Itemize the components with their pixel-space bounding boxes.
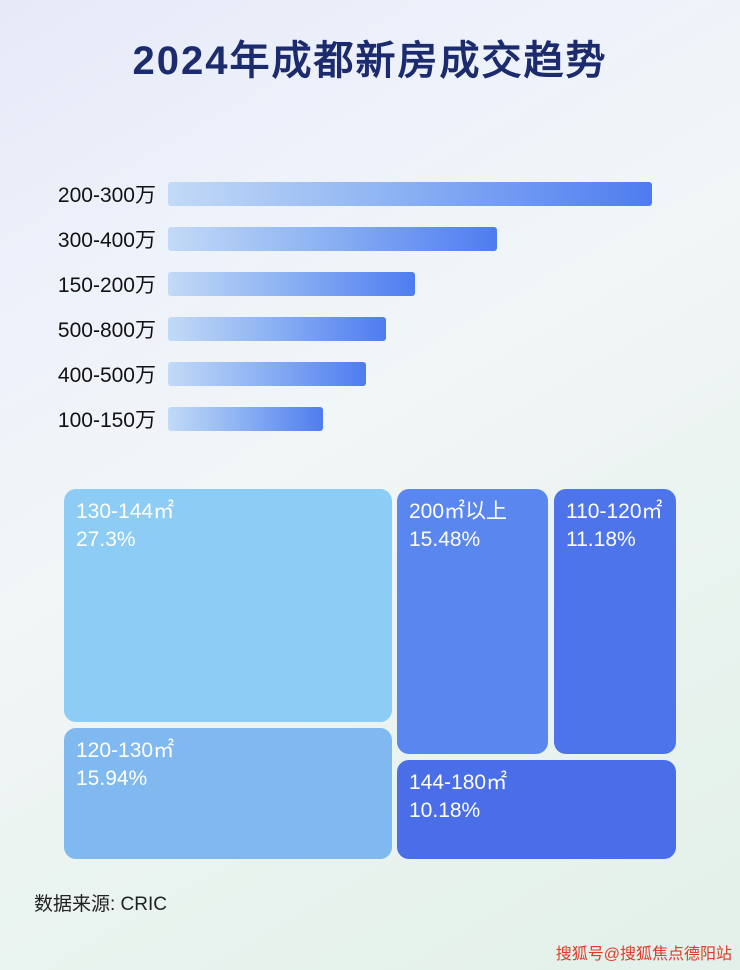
bar-row: 300-400万 — [40, 227, 740, 252]
treemap-block: 120-130㎡ 15.94% — [64, 728, 392, 859]
bar-track — [168, 182, 652, 206]
bar-row: 100-150万 — [40, 407, 740, 432]
bar — [168, 317, 386, 341]
bar — [168, 407, 323, 431]
bar-label: 300-400万 — [57, 229, 156, 252]
bar-label: 500-800万 — [57, 319, 156, 342]
treemap-block-label: 110-120㎡ — [566, 500, 663, 523]
treemap-block-label: 120-130㎡ — [76, 739, 175, 762]
treemap-block-value: 15.94% — [76, 767, 148, 791]
watermark-text: 搜狐号@搜狐焦点德阳站 — [555, 946, 732, 963]
treemap-block-label: 200㎡以上 — [409, 500, 508, 523]
bar — [168, 227, 498, 251]
bar-track — [168, 317, 652, 341]
treemap-block-value: 27.3% — [76, 528, 136, 552]
treemap-block: 200㎡以上 15.48% — [397, 489, 548, 754]
bar-label: 200-300万 — [57, 184, 156, 207]
bar-row: 500-800万 — [40, 317, 740, 342]
treemap-block-label: 144-180㎡ — [409, 771, 508, 794]
bar-label: 150-200万 — [57, 274, 156, 297]
bar-row: 200-300万 — [40, 182, 740, 207]
bar — [168, 272, 415, 296]
bar-track — [168, 362, 652, 386]
data-source-label: 数据来源: CRIC — [34, 894, 168, 915]
treemap-block: 110-120㎡ 11.18% — [554, 489, 676, 754]
bar-track — [168, 227, 652, 251]
treemap-block: 130-144㎡ 27.3% — [64, 489, 392, 722]
bar — [168, 362, 367, 386]
treemap-block: 144-180㎡ 10.18% — [397, 760, 676, 859]
treemap-block-value: 11.18% — [566, 528, 636, 552]
treemap-block-value: 10.18% — [409, 799, 481, 823]
bar-row: 400-500万 — [40, 362, 740, 387]
bar-track — [168, 407, 652, 431]
bar-track — [168, 272, 652, 296]
bar-label: 100-150万 — [57, 409, 156, 432]
page-title: 2024年成都新房成交趋势 — [132, 39, 608, 83]
treemap-block-value: 15.48% — [409, 528, 481, 552]
bar-label: 400-500万 — [57, 364, 156, 387]
treemap-block-label: 130-144㎡ — [76, 500, 175, 523]
price-range-bar-chart: 200-300万 300-400万 150-200万 500-800万 400-… — [0, 182, 740, 432]
bar-row: 150-200万 — [40, 272, 740, 297]
bar — [168, 182, 652, 206]
area-size-treemap: 130-144㎡ 27.3% 120-130㎡ 15.94% 200㎡以上 15… — [64, 489, 676, 859]
